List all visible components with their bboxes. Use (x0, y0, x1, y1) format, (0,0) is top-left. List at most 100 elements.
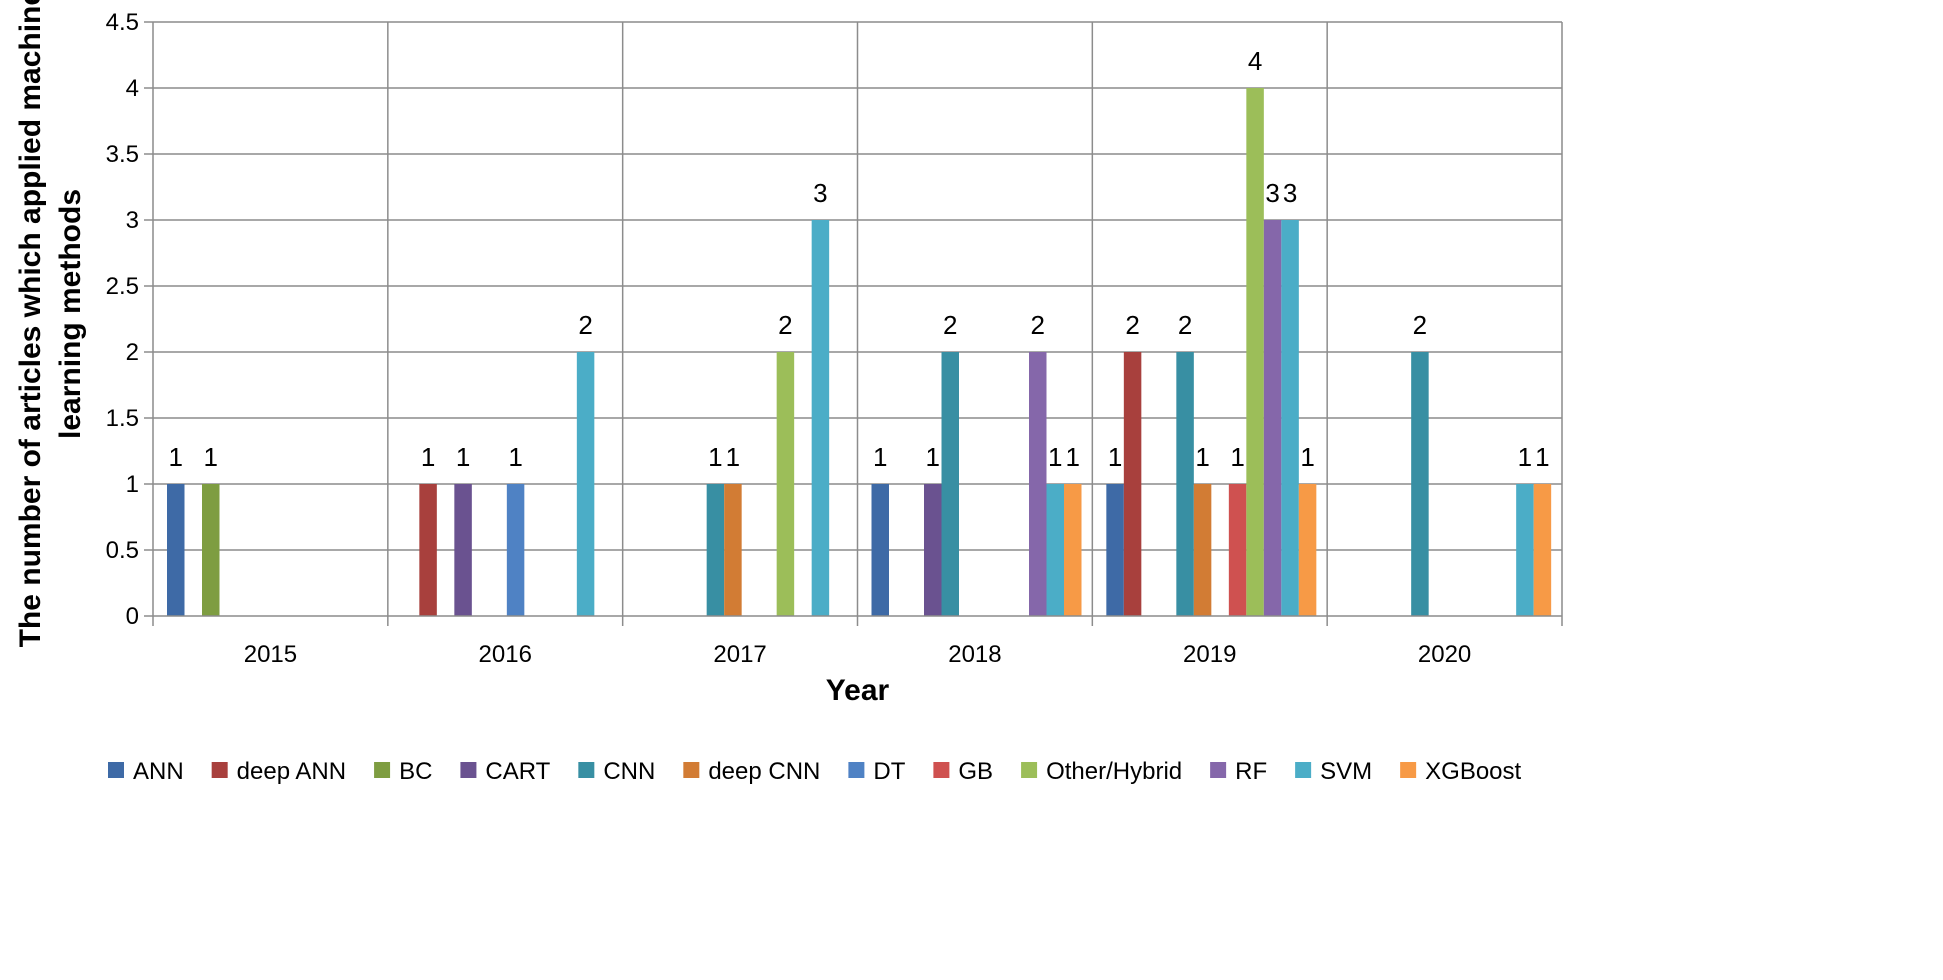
legend-item-cnn: CNN (578, 758, 655, 785)
bar-cnn-2018 (941, 352, 959, 616)
data-label: 4 (1248, 46, 1262, 76)
bar-bc-2015 (202, 484, 220, 616)
x-tick-label: 2019 (1183, 641, 1236, 668)
y-tick-label: 0 (126, 603, 139, 630)
legend-label: deep CNN (708, 758, 820, 785)
bar-other-hybrid-2017 (776, 352, 795, 616)
bar-svm-2020 (1516, 484, 1534, 616)
data-label: 1 (726, 442, 740, 472)
bar-cart-2016 (454, 484, 472, 616)
legend-swatch (374, 762, 391, 778)
bar-gb-2019 (1228, 484, 1247, 616)
bar-cnn-2020 (1411, 352, 1429, 616)
data-label: 1 (708, 442, 722, 472)
x-tick-label: 2017 (713, 641, 766, 668)
y-tick-label: 2.5 (106, 273, 139, 300)
bar-other-hybrid-2019 (1246, 88, 1264, 616)
legend-label: DT (873, 758, 905, 785)
x-tick-label: 2020 (1418, 641, 1471, 668)
x-tick-label: 2015 (244, 641, 297, 668)
bar-deep-ann-2019 (1123, 352, 1142, 616)
legend-swatch (848, 762, 865, 778)
legend-swatch (1021, 762, 1038, 778)
bars (167, 88, 1552, 616)
legend-swatch (460, 762, 477, 778)
x-axis-title: Year (826, 674, 890, 707)
data-label: 2 (1125, 310, 1139, 340)
data-label: 1 (873, 442, 887, 472)
legend: ANN deep ANN BC CART CNN deep CNN DT GB Other/Hy… (108, 758, 1522, 785)
data-label: 1 (1535, 442, 1549, 472)
data-label: 1 (421, 442, 435, 472)
y-tick-label: 4 (126, 75, 139, 102)
data-label: 3 (1283, 178, 1297, 208)
legend-item-deep-ann: deep ANN (211, 758, 346, 785)
legend-swatch (578, 762, 595, 778)
legend-label: CART (485, 758, 550, 785)
y-tick-label: 3.5 (106, 141, 139, 168)
data-label: 1 (1300, 442, 1314, 472)
data-label: 2 (943, 310, 957, 340)
data-label: 1 (508, 442, 522, 472)
y-axis-title: The number of articles which applied mac… (14, 0, 87, 647)
bar-svm-2016 (576, 352, 595, 616)
legend-label: ANN (133, 758, 184, 785)
legend-label: CNN (603, 758, 655, 785)
bar-svm-2019 (1281, 220, 1299, 616)
bar-xgboost-2020 (1533, 484, 1552, 616)
data-label: 1 (204, 442, 218, 472)
y-axis-title-line-1: The number of articles which applied mac… (14, 0, 47, 647)
bar-ann-2019 (1106, 484, 1124, 616)
data-label: 2 (1178, 310, 1192, 340)
bar-cart-2018 (924, 484, 942, 616)
legend-item-ann: ANN (108, 758, 184, 785)
bar-cnn-2019 (1176, 352, 1194, 616)
data-label: 1 (1108, 442, 1122, 472)
gridlines (144, 21, 1563, 626)
data-label: 3 (813, 178, 827, 208)
legend-item-svm: SVM (1295, 758, 1372, 785)
y-axis-title-line-2: learning methods (54, 189, 87, 439)
legend-label: deep ANN (237, 758, 346, 785)
legend-swatch (1295, 762, 1312, 778)
bar-deep-cnn-2017 (724, 484, 742, 616)
data-label: 1 (1195, 442, 1209, 472)
data-label: 1 (169, 442, 183, 472)
data-label: 1 (926, 442, 940, 472)
data-label: 2 (1031, 310, 1045, 340)
legend-label: XGBoost (1425, 758, 1521, 785)
legend-item-xgboost: XGBoost (1400, 758, 1522, 785)
y-tick-label: 0.5 (106, 537, 139, 564)
bar-deep-cnn-2019 (1193, 484, 1212, 616)
legend-item-gb: GB (933, 758, 993, 785)
legend-swatch (933, 762, 950, 778)
legend-swatch (1400, 762, 1417, 778)
bar-cnn-2017 (706, 484, 725, 616)
data-label: 1 (456, 442, 470, 472)
bar-deep-ann-2016 (419, 484, 437, 616)
axes (152, 22, 1562, 617)
legend-label: RF (1235, 758, 1267, 785)
y-tick-label: 1 (126, 471, 139, 498)
legend-item-bc: BC (374, 758, 432, 785)
x-axis-tick-labels: 2015 2016 2017 2018 2019 2020 (244, 641, 1472, 668)
legend-label: BC (399, 758, 432, 785)
x-tick-label: 2016 (479, 641, 532, 668)
legend-item-deep-cnn: deep CNN (683, 758, 820, 785)
legend-item-cart: CART (460, 758, 551, 785)
legend-item-rf: RF (1210, 758, 1267, 785)
bar-svm-2018 (1046, 484, 1064, 616)
x-tick-label: 2018 (948, 641, 1001, 668)
legend-swatch (108, 762, 124, 778)
y-tick-label: 1.5 (106, 405, 139, 432)
bar-rf-2019 (1263, 220, 1282, 616)
data-label: 1 (1518, 442, 1532, 472)
y-axis-tick-labels: 0 0.5 1 1.5 2 2.5 3 3.5 4 4.5 (106, 9, 139, 630)
data-label: 1 (1230, 442, 1244, 472)
legend-swatch (683, 762, 700, 778)
bar-rf-2018 (1029, 352, 1047, 616)
bar-dt-2016 (506, 484, 525, 616)
legend-label: Other/Hybrid (1046, 758, 1182, 785)
bar-xgboost-2019 (1298, 484, 1317, 616)
